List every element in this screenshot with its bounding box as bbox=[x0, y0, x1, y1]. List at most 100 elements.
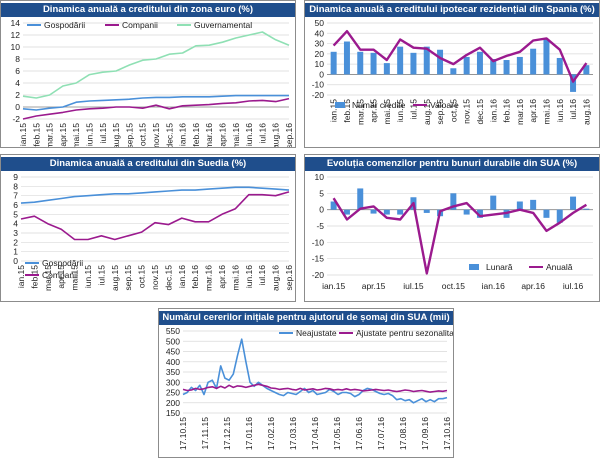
bar-număr-credite bbox=[543, 39, 550, 75]
chart-title-usa-durable: Evoluția comenzilor pentru bunuri durabi… bbox=[305, 157, 599, 171]
x-tick-label: apr.15 bbox=[369, 99, 379, 123]
bar-lunară bbox=[463, 209, 470, 215]
x-tick-label: ian.15 bbox=[16, 265, 26, 288]
y-tick-label: 5 bbox=[13, 209, 18, 219]
series-line-companii bbox=[22, 97, 290, 120]
x-tick-label: mar.15 bbox=[355, 99, 365, 125]
x-tick-label: ian.16 bbox=[177, 265, 187, 288]
x-tick-label: ian.15 bbox=[322, 281, 345, 291]
x-tick-label: mar.16 bbox=[204, 265, 214, 291]
bar-lunară bbox=[530, 199, 537, 210]
legend-label: Anuală bbox=[546, 262, 573, 272]
bar-număr-credite bbox=[490, 59, 497, 75]
y-tick-label: 4 bbox=[15, 78, 20, 88]
bar-număr-credite bbox=[410, 52, 417, 75]
bar-număr-credite bbox=[343, 41, 350, 75]
legend-label: Lunară bbox=[486, 262, 513, 272]
y-tick-label: 150 bbox=[166, 408, 180, 418]
x-tick-label: iun.16 bbox=[555, 99, 565, 122]
bar-lunară bbox=[357, 188, 364, 210]
series-line-companii bbox=[20, 191, 290, 241]
chart-panel-usa-durable: Evoluția comenzilor pentru bunuri durabi… bbox=[304, 154, 600, 302]
x-tick-label: 17.10.16 bbox=[442, 417, 452, 450]
bar-lunară bbox=[583, 208, 590, 210]
x-tick-label: aug.16 bbox=[581, 99, 591, 125]
series-line-guvernamental bbox=[22, 31, 290, 99]
x-tick-label: mar.15 bbox=[45, 123, 55, 147]
bar-lunară bbox=[476, 209, 483, 218]
x-tick-label: oct.15 bbox=[137, 265, 147, 288]
y-tick-label: -20 bbox=[312, 270, 325, 280]
y-tick-label: 40 bbox=[315, 28, 325, 38]
bar-lunară bbox=[516, 201, 523, 210]
bar-număr-credite bbox=[450, 68, 457, 75]
y-tick-label: 350 bbox=[166, 367, 180, 377]
chart-panel-sweden: Dinamica anuală a creditului din Suedia … bbox=[0, 154, 296, 302]
x-tick-label: 17.12.15 bbox=[222, 417, 232, 450]
x-tick-label: sep.15 bbox=[124, 123, 134, 147]
bar-număr-credite bbox=[516, 56, 523, 75]
series-line-neajustate bbox=[182, 338, 448, 404]
y-tick-label: 7 bbox=[13, 191, 18, 201]
x-tick-label: mai.15 bbox=[382, 99, 392, 125]
series-line-gospodării bbox=[22, 94, 289, 111]
y-tick-label: 10 bbox=[315, 59, 325, 69]
x-tick-label: aug.16 bbox=[271, 123, 281, 147]
y-tick-label: 500 bbox=[166, 336, 180, 346]
bar-număr-credite bbox=[383, 63, 390, 75]
bar-lunară bbox=[343, 209, 350, 215]
bar-număr-credite bbox=[357, 51, 364, 75]
y-tick-label: 2 bbox=[15, 90, 20, 100]
x-tick-label: sep.16 bbox=[284, 265, 294, 291]
series-line-valoare bbox=[332, 29, 588, 83]
bar-număr-credite bbox=[530, 48, 537, 75]
x-tick-label: iul.15 bbox=[403, 281, 424, 291]
x-tick-label: 17.04.16 bbox=[310, 417, 320, 450]
bar-număr-credite bbox=[370, 52, 377, 75]
chart-title-usa-jobless: Numărul cererilor inițiale pentru ajutor… bbox=[159, 311, 453, 325]
x-tick-label: iul.16 bbox=[257, 265, 267, 286]
series-line-ajustate-pentru-sezonalitate bbox=[182, 383, 448, 393]
x-tick-label: iul.15 bbox=[408, 99, 418, 120]
bar-număr-credite bbox=[503, 60, 510, 75]
bar-număr-credite bbox=[330, 51, 337, 75]
y-tick-label: 20 bbox=[315, 49, 325, 59]
x-tick-label: mai.15 bbox=[70, 265, 80, 291]
y-tick-label: 0 bbox=[319, 69, 324, 79]
x-tick-label: iun.15 bbox=[85, 123, 95, 146]
x-tick-label: aug.15 bbox=[111, 123, 121, 147]
x-tick-label: iul.16 bbox=[568, 99, 578, 120]
x-tick-label: feb.15 bbox=[342, 99, 352, 123]
legend-label: Număr credite bbox=[352, 100, 406, 110]
bar-număr-credite bbox=[570, 74, 577, 92]
y-tick-label: 10 bbox=[11, 42, 21, 52]
x-tick-label: apr.16 bbox=[217, 265, 227, 289]
x-tick-label: nov.15 bbox=[151, 123, 161, 147]
x-tick-label: iun.15 bbox=[395, 99, 405, 122]
y-tick-label: 250 bbox=[166, 388, 180, 398]
y-tick-label: 50 bbox=[315, 19, 325, 28]
series-line-gospodării bbox=[20, 186, 290, 204]
y-tick-label: -20 bbox=[312, 90, 325, 100]
x-tick-label: aug.16 bbox=[271, 265, 281, 291]
bar-lunară bbox=[450, 193, 457, 210]
y-tick-label: 10 bbox=[315, 173, 325, 182]
y-tick-label: 0 bbox=[15, 102, 20, 112]
x-tick-label: ian.15 bbox=[329, 99, 339, 122]
x-tick-label: iun.15 bbox=[83, 265, 93, 288]
x-tick-label: ian.15 bbox=[18, 123, 28, 146]
x-tick-label: apr.15 bbox=[58, 123, 68, 147]
y-tick-label: 1 bbox=[13, 247, 18, 257]
bar-lunară bbox=[383, 209, 390, 215]
y-tick-label: 550 bbox=[166, 327, 180, 336]
x-tick-label: ian.16 bbox=[482, 281, 505, 291]
y-tick-label: 8 bbox=[13, 181, 18, 191]
legend-label: Ajustate pentru sezonalitate bbox=[356, 328, 453, 338]
legend-label: Neajustate bbox=[296, 328, 337, 338]
chart-panel-spain: Dinamica anuală a creditului ipotecar re… bbox=[304, 0, 600, 148]
x-tick-label: feb.16 bbox=[502, 99, 512, 123]
y-tick-label: -5 bbox=[316, 221, 324, 231]
y-tick-label: 0 bbox=[319, 205, 324, 215]
x-tick-label: dec.15 bbox=[163, 265, 173, 291]
